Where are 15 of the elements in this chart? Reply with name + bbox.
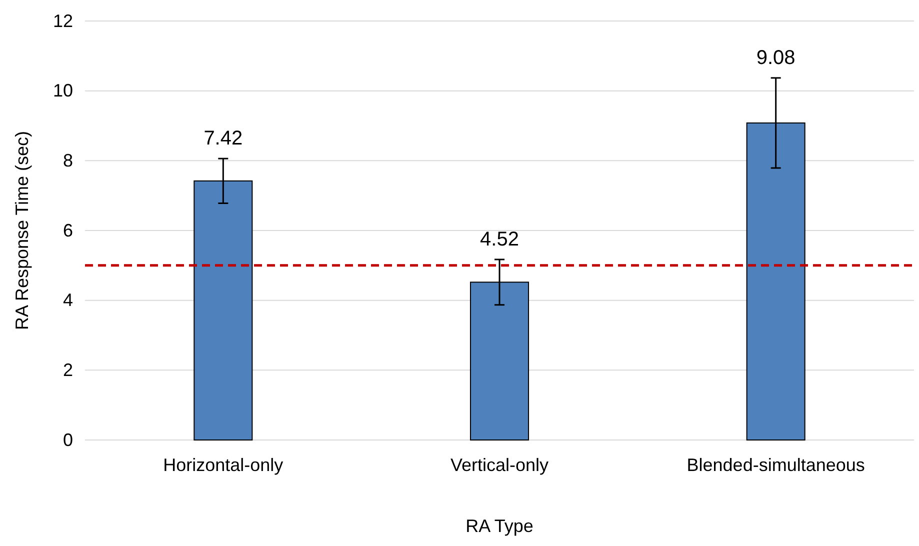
y-tick-label: 0 [62, 430, 73, 450]
y-tick-label: 12 [52, 10, 73, 31]
y-axis-title: RA Response Time (sec) [12, 130, 32, 330]
y-tick-label: 8 [62, 150, 73, 170]
y-tick-label: 6 [62, 220, 73, 240]
data-label: 4.52 [480, 228, 519, 250]
y-tick-label: 4 [62, 290, 73, 310]
data-label: 9.08 [756, 46, 796, 69]
data-label: 7.42 [204, 128, 243, 150]
x-tick-label: Blended-simultaneous [686, 454, 865, 475]
x-tick-label: Horizontal-only [163, 454, 284, 475]
y-tick-label: 2 [62, 360, 73, 380]
x-axis-title: RA Type [466, 516, 534, 536]
y-tick-label: 10 [52, 80, 73, 101]
x-tick-label: Vertical-only [450, 454, 549, 475]
